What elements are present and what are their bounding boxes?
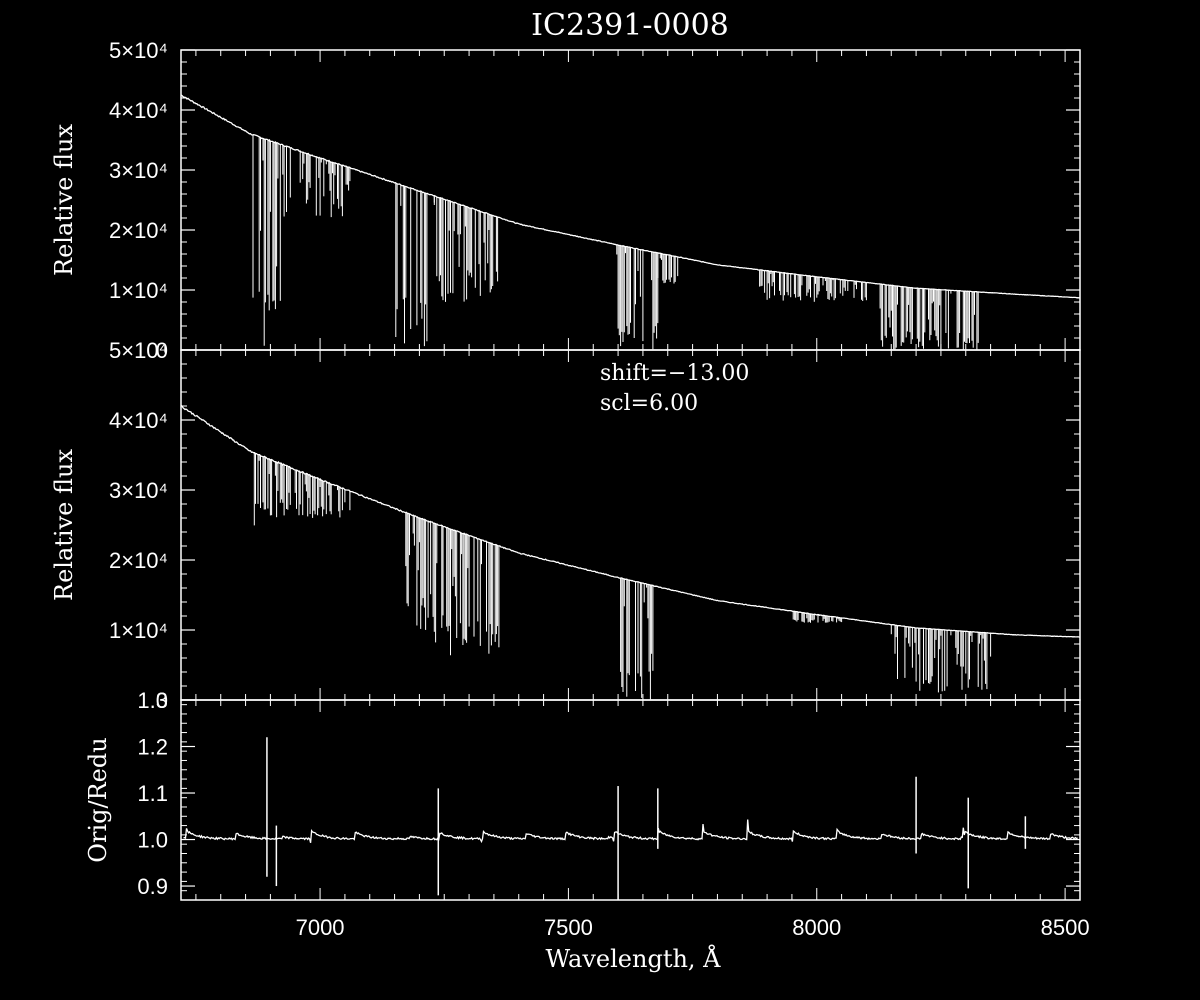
absorption-band: [433, 196, 499, 302]
spectrum-line: [180, 404, 1081, 638]
absorption-band: [253, 453, 256, 526]
y-tick-label: 1×10⁴: [109, 618, 168, 643]
y-tick-label: 4×10⁴: [109, 408, 168, 433]
y-tick-label: 0: [156, 338, 168, 363]
absorption-band: [282, 145, 351, 218]
y-tick-label: 3×10⁴: [109, 158, 168, 183]
absorption-band: [405, 512, 434, 630]
y-axis-label-reduced: Relative flux: [50, 449, 78, 601]
y-tick-label: 2×10⁴: [109, 218, 168, 243]
y-tick-label: 3×10⁴: [109, 478, 168, 503]
y-tick-label: 1.0: [137, 828, 168, 853]
x-tick-label: 8500: [1041, 915, 1090, 940]
x-tick-label: 8000: [792, 915, 841, 940]
x-tick-label: 7500: [544, 915, 593, 940]
y-axis-label-original: Relative flux: [50, 124, 78, 276]
absorption-band: [620, 578, 654, 700]
y-tick-label: 0: [156, 688, 168, 713]
y-tick-label: 1×10⁴: [109, 278, 168, 303]
y-tick-label: 2×10⁴: [109, 548, 168, 573]
x-tick-label: 7000: [296, 915, 345, 940]
absorption-band: [395, 183, 435, 347]
absorption-band: [252, 134, 281, 346]
absorption-band: [657, 252, 679, 284]
x-tick-labels: 7000 7500 8000 8500: [296, 915, 1090, 940]
plot-frame: [180, 699, 1081, 901]
y-axis-label-ratio: Orig/Redu: [84, 737, 112, 862]
x-axis-label: Wavelength, Å: [545, 944, 721, 973]
scale-annotation: scl=6.00: [600, 391, 698, 416]
absorption-band: [879, 284, 979, 350]
absorption-band: [616, 244, 659, 350]
panel-reduced-spectrum: Relative flux shift=−13.00 scl=6.00 0 1×1…: [50, 338, 1081, 713]
y-tick-label: 5×10⁴: [109, 338, 168, 363]
y-tick-label: 1.3: [137, 688, 168, 713]
absorption-band: [759, 269, 867, 302]
absorption-band: [792, 611, 843, 623]
chart-title: IC2391-0008: [531, 8, 729, 43]
y-tick-label: 0.9: [137, 874, 168, 899]
y-tick-label: 4×10⁴: [109, 98, 168, 123]
y-tick-label: 5×10⁴: [109, 38, 168, 63]
panel-original-spectrum: Relative flux 0 1×10⁴ 2×10⁴ 3×10⁴ 4×10⁴ 5×10⁴: [50, 38, 1081, 363]
panel-ratio: Orig/Redu 0.9 1.0 1.1 1.2 1.3: [84, 688, 1081, 901]
absorption-band: [433, 523, 500, 656]
ratio-line: [183, 819, 1078, 844]
y-tick-label: 1.1: [137, 781, 168, 806]
absorption-band: [257, 454, 351, 518]
y-tick-label: 1.2: [137, 735, 168, 760]
absorption-band: [890, 624, 992, 693]
shift-annotation: shift=−13.00: [600, 361, 749, 386]
